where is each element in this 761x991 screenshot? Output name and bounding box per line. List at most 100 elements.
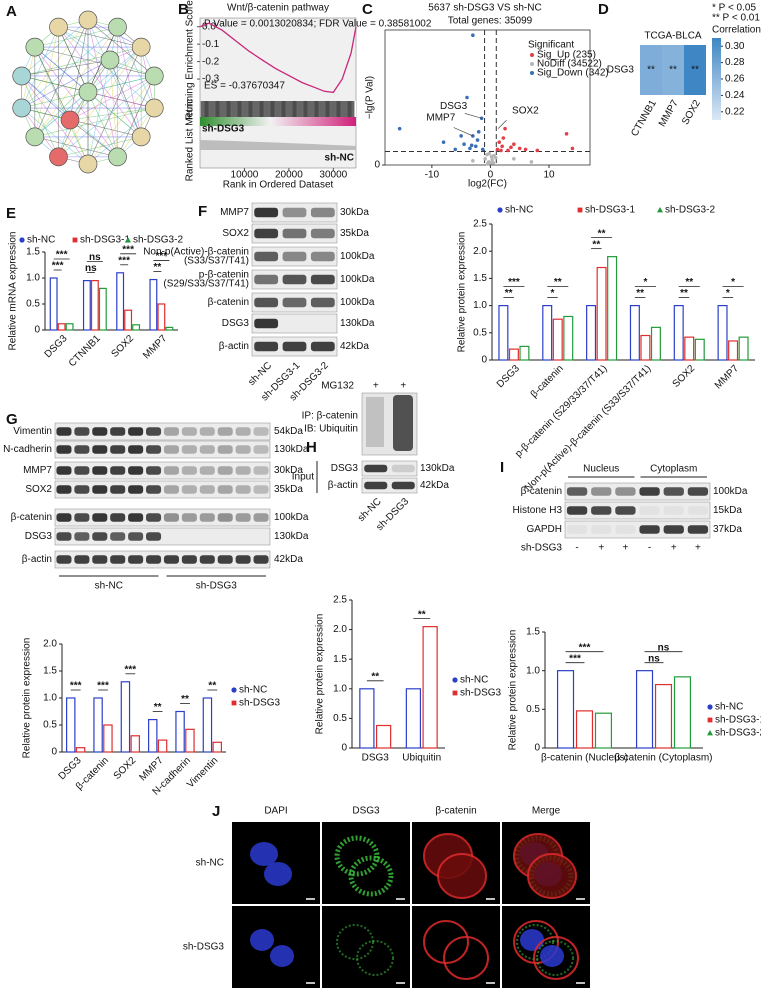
legend-label: sh-NC: [505, 205, 533, 216]
band: [282, 297, 307, 308]
network-edge: [87, 91, 155, 109]
bar: [556, 670, 575, 749]
band: [146, 427, 162, 436]
y-tick-label: 1.5: [43, 666, 57, 677]
network-edge: [34, 107, 155, 138]
band: [199, 427, 215, 436]
band: [128, 532, 144, 541]
row-label: sh-DSG3: [183, 942, 225, 953]
bar: [629, 305, 640, 361]
nucleus: [250, 842, 278, 866]
band: [253, 485, 269, 494]
band: [92, 445, 108, 454]
point: [509, 145, 513, 150]
rank-gradient: [200, 117, 356, 126]
point: [535, 148, 540, 153]
y-tick-label: 1.0: [26, 273, 40, 284]
band: [110, 555, 126, 564]
legend-label: sh-DSG3-2: [715, 728, 761, 739]
note: ** P < 0.01: [712, 13, 760, 24]
band: [110, 532, 126, 541]
blot-size: 42kDa: [420, 480, 449, 491]
band: [687, 487, 709, 496]
bar: [694, 338, 705, 361]
network-node: [12, 98, 32, 118]
band: [56, 485, 72, 494]
bar: [75, 747, 86, 753]
bar: [148, 718, 158, 753]
legend-marker: [707, 730, 713, 736]
blot-bg: [54, 480, 271, 499]
band: [92, 485, 108, 494]
y-tick-label: 0.5: [43, 720, 57, 731]
blot-size: 42kDa: [274, 554, 303, 565]
bar: [405, 688, 422, 749]
network-edge: [58, 27, 89, 93]
band: [391, 481, 415, 490]
colorbar-tick-label: 0.22: [725, 106, 745, 117]
bar: [90, 280, 99, 331]
network-node: [131, 127, 151, 147]
band: [310, 207, 335, 218]
legend-label: sh-NC: [239, 685, 267, 696]
bar: [586, 305, 597, 361]
sig-label: **: [598, 228, 606, 239]
blot-size: 15kDa: [713, 505, 742, 516]
band: [254, 341, 279, 352]
bar: [738, 336, 749, 361]
treatment-mark: +: [400, 381, 406, 392]
micrograph: [322, 906, 410, 988]
band: [163, 555, 179, 564]
network-edge: [21, 19, 89, 77]
lane-mark: +: [695, 543, 701, 554]
band: [163, 513, 179, 522]
condition-label: sh-DSG3: [521, 543, 563, 554]
sig-label: **: [208, 681, 216, 692]
y-tick-label: 1.5: [333, 654, 347, 665]
band: [110, 513, 126, 522]
point: [441, 140, 446, 144]
stats-text: P Value = 0.0013020834; FDR Value = 0.38…: [204, 19, 432, 30]
panel-letter: B: [178, 1, 189, 18]
blot-label: DSG3: [331, 463, 359, 474]
band: [128, 427, 144, 436]
dsg3-signal: [536, 940, 574, 976]
band: [639, 487, 660, 496]
network-node: [144, 98, 164, 118]
chart-title: Wnt/β-catenin pathway: [227, 3, 329, 14]
legend-marker: [657, 207, 663, 213]
network-node: [78, 10, 98, 30]
band: [253, 445, 269, 454]
left-label: sh-DSG3: [202, 124, 245, 135]
row-label: sh-NC: [196, 858, 224, 869]
bar: [120, 681, 131, 753]
legend-marker: [707, 717, 713, 723]
colorbar-title: Correlation: [712, 25, 761, 36]
row-label: DSG3: [607, 65, 635, 76]
band: [181, 445, 197, 454]
blot-size: 130kDa: [274, 444, 309, 455]
point: [483, 156, 487, 161]
blot-size: 35kDa: [340, 228, 369, 239]
column-label: CTNNB1: [629, 98, 659, 139]
bar: [165, 326, 174, 331]
band: [74, 555, 90, 564]
legend-marker: [452, 677, 458, 683]
blot-bg: [54, 440, 271, 459]
network-edge: [21, 59, 111, 109]
blot-bg: [54, 422, 271, 441]
band: [235, 427, 251, 436]
x-tick-label: DSG3: [495, 363, 522, 390]
band: [74, 532, 90, 541]
blot-label: SOX2: [25, 484, 52, 495]
band: [391, 464, 415, 473]
y-tick-label: 2.0: [333, 624, 347, 635]
sig-label: ns: [85, 263, 97, 274]
band: [163, 485, 179, 494]
bar: [640, 334, 651, 361]
colorbar: [712, 38, 721, 120]
band: [253, 466, 269, 475]
band: [199, 445, 215, 454]
y-tick-label: 0: [341, 743, 347, 754]
band: [310, 251, 335, 262]
